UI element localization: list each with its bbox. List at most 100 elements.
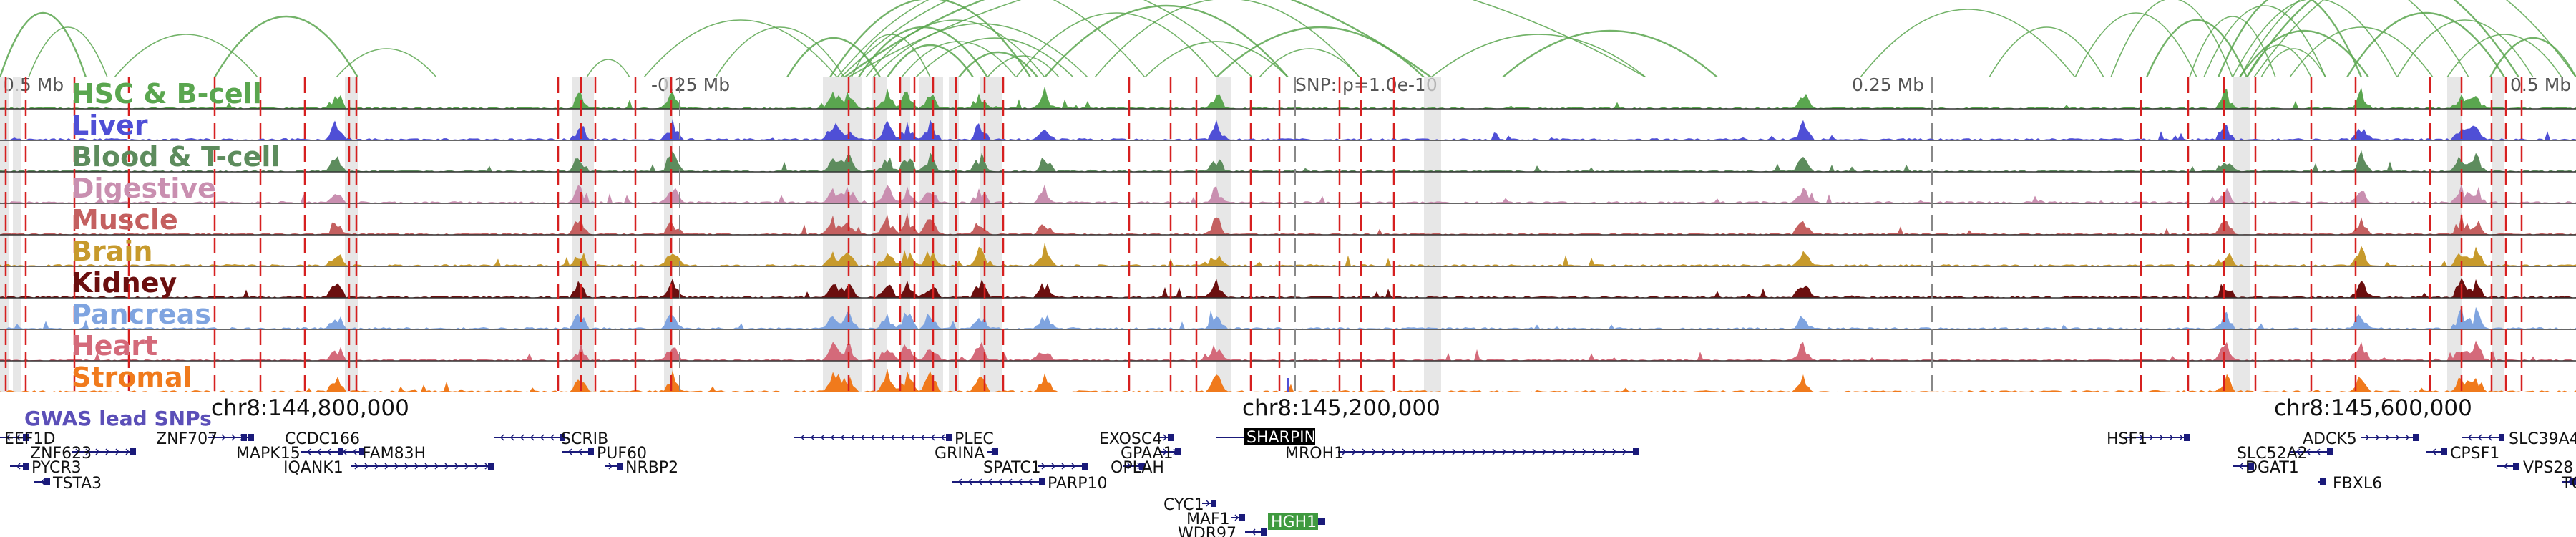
gene-label-hgh1[interactable]: HGH1 [1271, 513, 1317, 531]
sharpin-highlight-box [1244, 428, 1315, 445]
strand-arrow [221, 434, 226, 441]
gene-label[interactable]: PUF60 [597, 445, 647, 463]
gene-label[interactable]: ADCK5 [2303, 430, 2357, 448]
interaction-arc [847, 0, 1646, 77]
strand-arrow [231, 434, 236, 441]
interaction-arc [829, 0, 1032, 77]
strand-arrow [1512, 448, 1517, 455]
gene-label[interactable]: CPSF1 [2450, 445, 2499, 463]
signal-brain [0, 242, 2576, 266]
gene-label[interactable]: PLEC [955, 430, 994, 448]
strand-arrow [75, 448, 80, 455]
exon [44, 478, 50, 485]
gene-label[interactable]: CCDC166 [285, 430, 360, 448]
strand-arrow [1522, 448, 1527, 455]
gene-label[interactable]: ZNF707 [156, 430, 218, 448]
strand-arrow [2306, 448, 2311, 455]
gene-label[interactable]: TO [2561, 475, 2576, 493]
strand-arrow [540, 434, 545, 441]
signal-heart [0, 340, 2576, 361]
strand-arrow [1462, 448, 1467, 455]
interaction-arc [586, 59, 630, 77]
interaction-arc [114, 34, 258, 77]
strand-arrow [1552, 448, 1557, 455]
gene-label-sharpin[interactable]: SHARPIN [1246, 429, 1316, 447]
track-label: Heart [72, 330, 158, 362]
gene-label[interactable]: WDR97 [1178, 525, 1236, 537]
exon [946, 434, 952, 441]
gene-label[interactable]: SLC39A4 [2509, 430, 2576, 448]
exon [1175, 448, 1181, 455]
track-label: HSC & B-cell [72, 78, 262, 110]
strand-arrow [1502, 448, 1507, 455]
interaction-arc [2203, 5, 2326, 77]
interaction-arc [213, 16, 359, 77]
strand-arrow [519, 434, 525, 441]
gene-label[interactable]: EEF1D [4, 430, 55, 448]
gene-label[interactable]: MAPK15 [236, 445, 301, 463]
gene-label[interactable]: PARP10 [1048, 475, 1107, 493]
strand-arrow [1402, 448, 1407, 455]
gene-label[interactable]: NRBP2 [625, 459, 678, 477]
track-label: Digestive [72, 173, 216, 204]
strand-arrow [1251, 528, 1256, 536]
strand-arrow [394, 463, 399, 470]
strand-arrow [1582, 448, 1587, 455]
strand-arrow [374, 463, 379, 470]
gene-label[interactable]: FBXL6 [2333, 475, 2382, 493]
gene-label[interactable]: OPLAH [1111, 459, 1164, 477]
strand-arrow [1206, 500, 1211, 507]
strand-arrow [354, 463, 359, 470]
strand-arrow [567, 448, 572, 455]
strand-arrow [957, 478, 962, 485]
gene-label[interactable]: TSTA3 [52, 475, 102, 493]
gene-label[interactable]: ZNF623 [30, 445, 92, 463]
gene-label[interactable]: MROH1 [1285, 445, 1344, 463]
interaction-arc [915, 37, 1074, 77]
strand-arrow [1472, 448, 1477, 455]
exon [1633, 448, 1639, 455]
strand-arrow [1592, 448, 1597, 455]
gene-label[interactable]: EXOSC4 [1099, 430, 1162, 448]
gene-label[interactable]: GRINA [935, 445, 985, 463]
gene-label[interactable]: SPATC1 [983, 459, 1041, 477]
gene-label[interactable]: PYCR3 [31, 459, 82, 477]
gene-label[interactable]: DGAT1 [2245, 459, 2299, 477]
interaction-arc [872, 23, 1088, 77]
coordinate-label-3: chr8:145,600,000 [2274, 395, 2472, 421]
interaction-arc [2289, 26, 2434, 77]
gene-label[interactable]: HSF1 [2107, 430, 2147, 448]
strand-arrow [800, 434, 805, 441]
gene-label[interactable]: MAF1 [1186, 511, 1230, 528]
interaction-arc [2110, 0, 2233, 77]
strand-arrow [125, 448, 130, 455]
strand-arrow [444, 463, 449, 470]
gene-label[interactable]: VPS28 [2523, 459, 2573, 477]
strand-arrow [85, 448, 90, 455]
strand-arrow [1452, 448, 1457, 455]
strand-arrow [414, 463, 419, 470]
strand-arrow [2431, 448, 2436, 455]
strand-arrow [342, 448, 347, 455]
strand-arrow [326, 448, 331, 455]
strand-arrow [530, 434, 535, 441]
snp-pvalue-scale: SNP: p=1.0e-10 [1295, 74, 1438, 95]
interaction-arc [2396, 19, 2534, 77]
strand-arrow [2139, 434, 2144, 441]
gene-label[interactable]: SLC52A2 [2237, 445, 2308, 463]
interaction-arc [2145, 19, 2248, 77]
strand-arrow [2365, 434, 2370, 441]
strand-arrow [860, 434, 865, 441]
gene-label[interactable]: FAM83H [362, 445, 426, 463]
gene-label[interactable]: IQANK1 [283, 459, 343, 477]
gene-label[interactable]: SCRIB [561, 430, 608, 448]
signal-tracks [0, 77, 2576, 392]
strand-arrow [509, 434, 514, 441]
strand-arrow [364, 463, 369, 470]
gene-label[interactable]: GPAA1 [1121, 445, 1174, 463]
gene-label[interactable]: CYC1 [1163, 496, 1204, 514]
interaction-arc [1259, 48, 1360, 77]
strand-arrow [1352, 448, 1357, 455]
exon [248, 434, 254, 441]
